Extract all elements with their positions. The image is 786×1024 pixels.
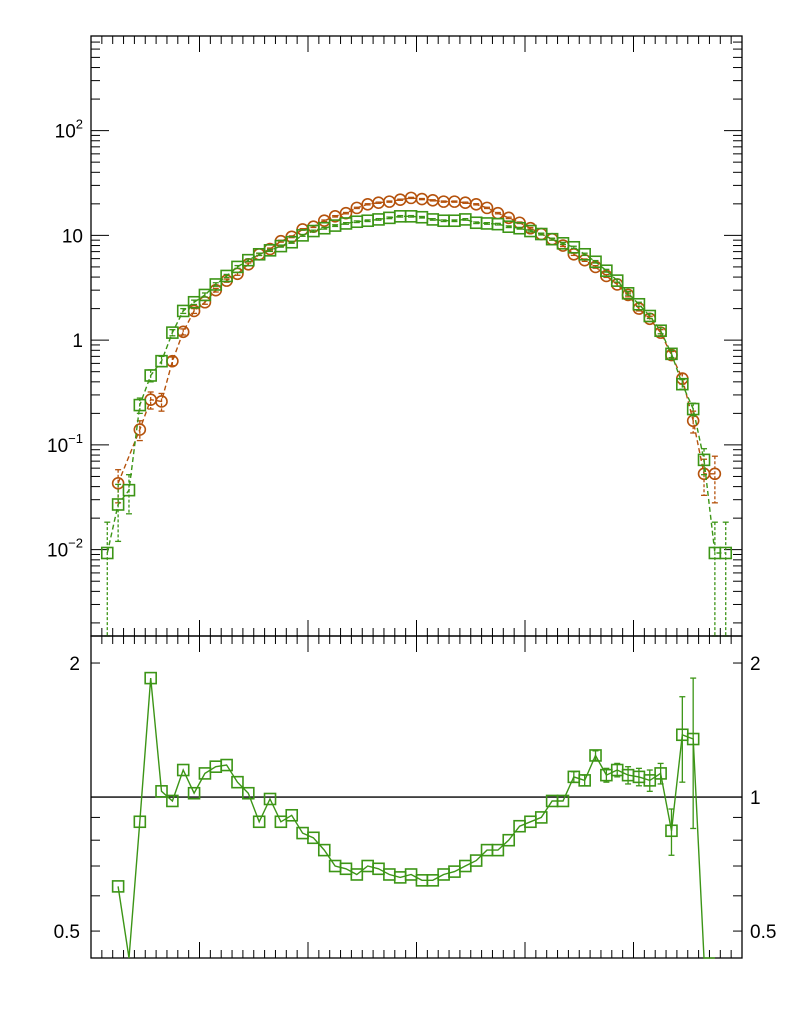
data-point (317, 843, 331, 857)
data-point (133, 423, 147, 436)
data-point (621, 287, 635, 300)
y-tick-label-left: 0.5 (54, 922, 80, 943)
data-point (133, 815, 147, 829)
data-point (155, 785, 168, 798)
data-point (187, 295, 201, 309)
data-point (111, 498, 125, 511)
data-point (665, 824, 678, 838)
data-point (610, 274, 624, 287)
data-point (708, 467, 722, 481)
y-tick-label-right: 2 (750, 654, 761, 675)
data-point (665, 347, 678, 361)
data-point (231, 775, 244, 789)
data-point (589, 749, 602, 762)
data-point (176, 763, 190, 777)
data-point (122, 483, 136, 497)
y-tick-label-right: 1 (750, 788, 761, 809)
plot-frame (90, 35, 743, 637)
data-point (252, 815, 266, 829)
data-point (567, 240, 581, 254)
data-point (144, 369, 157, 382)
data-point (676, 377, 689, 391)
data-point (534, 811, 548, 824)
data-point (242, 786, 255, 800)
data-point (231, 260, 244, 274)
data-point (600, 264, 613, 278)
data-point (578, 774, 591, 787)
data-point (686, 732, 700, 746)
data-point (480, 201, 494, 215)
data-point (686, 402, 700, 416)
data-point (166, 794, 179, 808)
y-tick-label-left: 2 (69, 654, 80, 675)
data-point (111, 477, 125, 490)
data-point (502, 833, 516, 847)
series-line (117, 197, 715, 484)
data-point (469, 198, 483, 211)
data-point (166, 326, 179, 339)
y-tick-label-right: 0.5 (750, 922, 776, 943)
y-tick-label: 10−2 (47, 536, 83, 562)
data-point (307, 831, 320, 845)
data-point (220, 758, 233, 772)
ratio-plot-panel: 0.5 2 0.5 1 2 (54, 635, 776, 959)
data-point (133, 398, 147, 412)
data-point (155, 395, 168, 408)
series-line (117, 678, 715, 959)
y-tick-label: 1 (72, 331, 83, 352)
data-point (198, 288, 212, 302)
y-tick-label: 10 (62, 226, 83, 247)
data-point (654, 324, 667, 338)
data-point (155, 354, 168, 368)
data-point (263, 792, 277, 806)
data-point (220, 269, 233, 283)
data-point (556, 794, 570, 808)
data-point (654, 767, 667, 780)
data-point (350, 201, 364, 215)
data-point (643, 774, 657, 787)
data-point (285, 235, 299, 249)
data-point (100, 546, 114, 560)
data-point (111, 880, 125, 893)
data-point (176, 304, 190, 318)
data-point (469, 854, 483, 867)
data-point (144, 671, 157, 685)
data-point (589, 255, 602, 269)
data-point (578, 247, 591, 261)
data-point (697, 453, 711, 467)
y-tick-label: 102 (55, 117, 83, 143)
data-point (285, 808, 299, 822)
data-point (643, 309, 657, 323)
data-point (491, 843, 505, 857)
data-point (209, 278, 223, 291)
data-point (632, 297, 646, 311)
data-point (719, 546, 733, 560)
data-point (187, 786, 201, 800)
data-point (350, 868, 364, 881)
series-line (106, 215, 726, 554)
main-plot-panel: 10−2 10−1 1 10 102 (47, 35, 743, 637)
y-tick-label: 10−1 (47, 431, 83, 457)
data-point (274, 815, 288, 829)
data-point (198, 767, 212, 780)
